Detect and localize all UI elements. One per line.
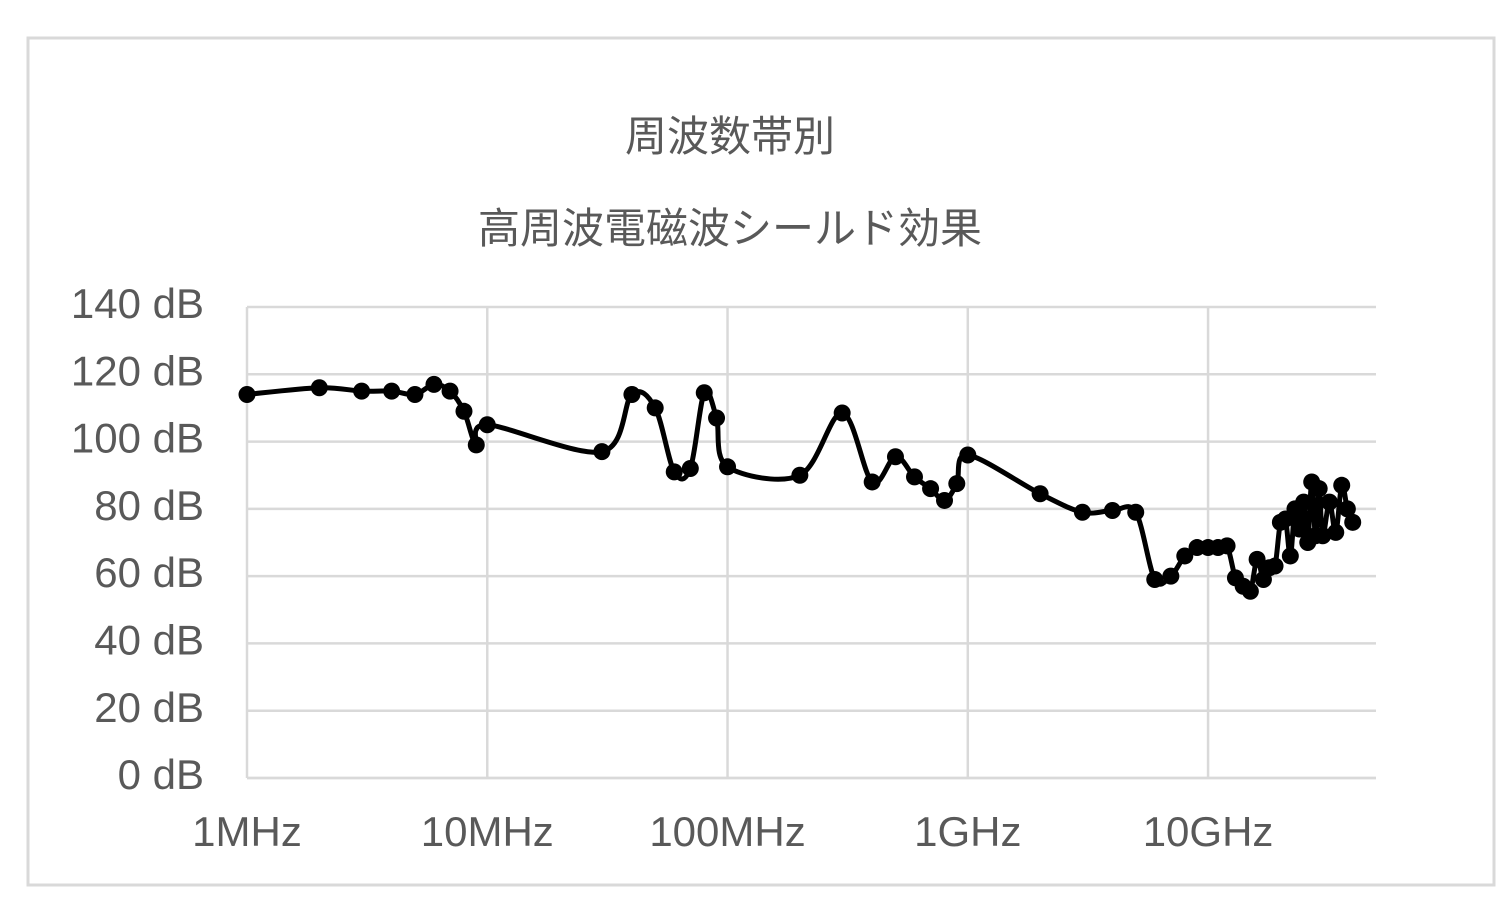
data-point (1073, 503, 1091, 521)
y-tick-label: 100 dB (71, 415, 204, 462)
data-point (719, 458, 737, 476)
data-point (1320, 493, 1338, 511)
data-point (1290, 520, 1308, 538)
data-point (1241, 582, 1259, 600)
data-point (1176, 547, 1194, 565)
x-tick-label: 1GHz (914, 808, 1021, 855)
x-tick-label: 10MHz (421, 808, 554, 855)
data-point (1248, 550, 1266, 568)
data-point (833, 404, 851, 422)
data-point (238, 385, 256, 403)
y-tick-label: 140 dB (71, 280, 204, 327)
data-point (1162, 567, 1180, 585)
data-point (1146, 571, 1164, 589)
x-tick-label: 100MHz (649, 808, 805, 855)
data-point (936, 491, 954, 509)
data-point (1266, 557, 1284, 575)
data-point (646, 399, 664, 417)
data-point (593, 443, 611, 461)
data-point (905, 468, 923, 486)
data-point (455, 402, 473, 420)
data-point (791, 466, 809, 484)
data-point (353, 382, 371, 400)
chart-frame (26, 36, 1496, 887)
chart-subtitle: 高周波電磁波シールド効果 (478, 205, 982, 252)
data-point (1281, 547, 1299, 565)
y-tick-label: 120 dB (71, 347, 204, 394)
data-point (708, 409, 726, 427)
y-tick-label: 80 dB (94, 482, 204, 529)
data-point (623, 385, 641, 403)
data-point (1338, 500, 1356, 518)
chart-title: 周波数帯別 (625, 113, 835, 160)
data-point (1295, 493, 1313, 511)
data-point (478, 416, 496, 434)
data-point (383, 382, 401, 400)
data-point (425, 375, 443, 393)
data-point (1218, 537, 1236, 555)
data-point (695, 384, 713, 402)
data-point (1327, 523, 1345, 541)
data-point (1314, 527, 1332, 545)
data-point (441, 382, 459, 400)
data-point (863, 473, 881, 491)
data-point (1031, 485, 1049, 503)
y-tick-label: 40 dB (94, 617, 204, 664)
data-point (1127, 503, 1145, 521)
data-point (959, 446, 977, 464)
data-point (1103, 502, 1121, 520)
data-point (406, 385, 424, 403)
data-point (1344, 513, 1362, 531)
data-point (948, 475, 966, 493)
x-tick-label: 10GHz (1143, 808, 1274, 855)
data-point (467, 436, 485, 454)
data-point (886, 448, 904, 466)
data-point (1310, 480, 1328, 498)
y-tick-label: 0 dB (118, 751, 204, 798)
y-tick-label: 20 dB (94, 684, 204, 731)
data-point (310, 379, 328, 397)
data-point (665, 463, 683, 481)
data-point (681, 459, 699, 477)
y-tick-label: 60 dB (94, 549, 204, 596)
data-point (922, 480, 940, 498)
data-point (1333, 476, 1351, 494)
x-tick-label: 1MHz (192, 808, 302, 855)
